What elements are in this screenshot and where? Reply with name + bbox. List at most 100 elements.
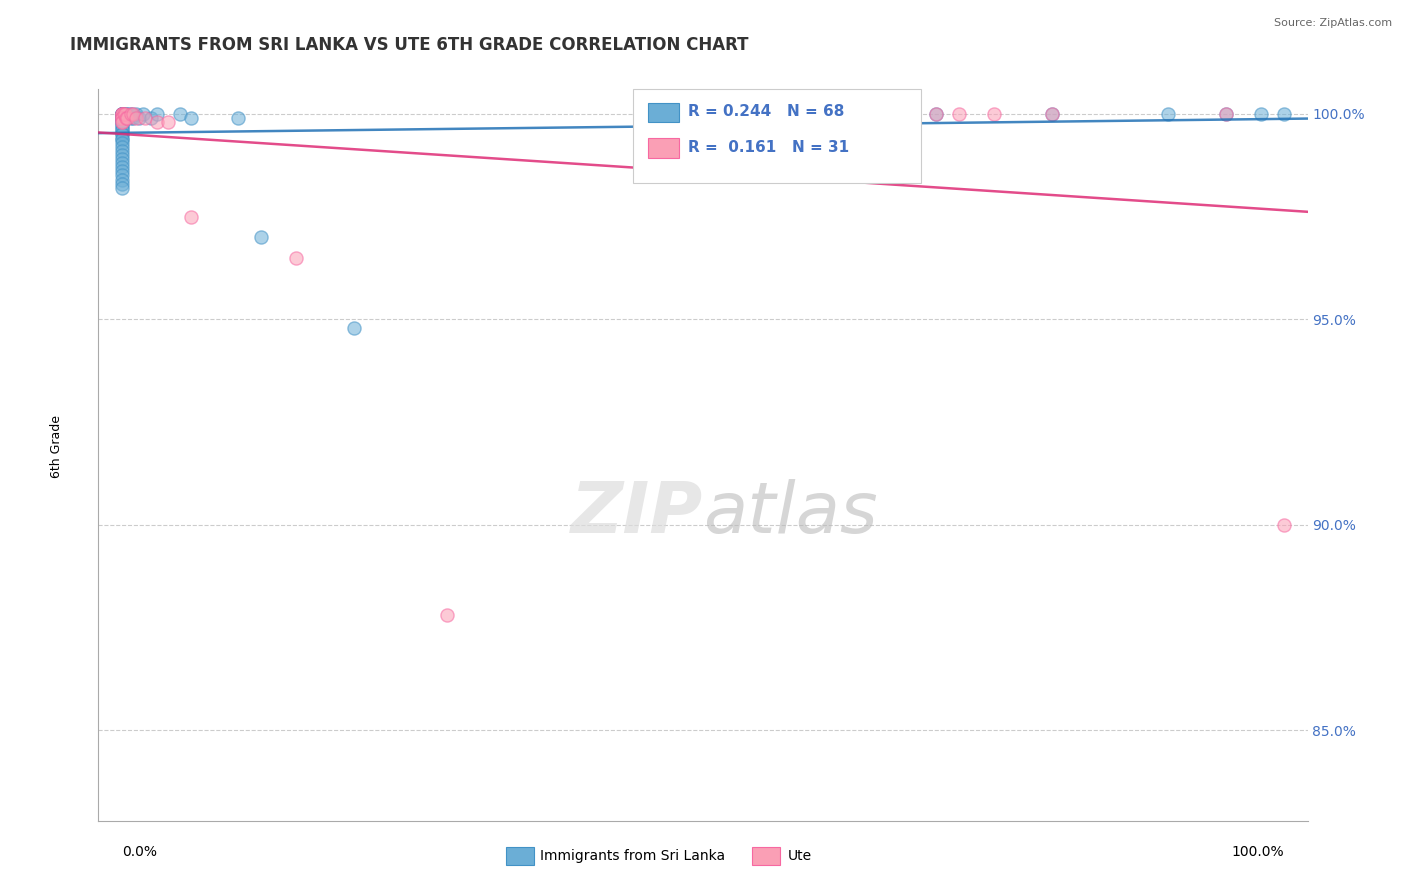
Point	[1215, 107, 1237, 121]
Point	[111, 172, 134, 186]
Point	[111, 119, 134, 133]
Point	[436, 608, 458, 623]
Text: 6th Grade: 6th Grade	[49, 415, 63, 477]
Point	[111, 128, 134, 142]
Point	[111, 111, 134, 125]
Point	[111, 111, 134, 125]
Point	[111, 111, 134, 125]
Point	[111, 107, 134, 121]
Point	[924, 107, 946, 121]
Point	[131, 107, 153, 121]
Point	[343, 320, 366, 334]
Point	[111, 107, 134, 121]
Point	[111, 123, 134, 137]
Point	[111, 107, 134, 121]
Point	[111, 164, 134, 178]
Point	[111, 107, 134, 121]
Point	[1215, 107, 1237, 121]
Point	[115, 111, 138, 125]
Point	[111, 152, 134, 166]
Point	[226, 111, 249, 125]
Point	[118, 107, 141, 121]
Point	[111, 131, 134, 145]
Point	[111, 148, 134, 162]
Text: ZIP: ZIP	[571, 479, 703, 548]
Point	[924, 107, 946, 121]
Point	[111, 111, 134, 125]
Text: Ute: Ute	[787, 849, 811, 863]
Point	[115, 111, 138, 125]
Point	[111, 111, 134, 125]
Point	[111, 107, 134, 121]
Text: Source: ZipAtlas.com: Source: ZipAtlas.com	[1274, 18, 1392, 28]
Point	[111, 107, 134, 121]
Point	[1040, 107, 1063, 121]
Point	[120, 107, 142, 121]
Point	[114, 111, 136, 125]
Point	[115, 107, 138, 121]
Point	[111, 115, 134, 129]
Text: 100.0%: 100.0%	[1232, 846, 1284, 859]
Point	[124, 107, 146, 121]
Point	[114, 107, 136, 121]
Point	[1040, 107, 1063, 121]
Point	[111, 111, 134, 125]
Point	[111, 107, 134, 121]
Point	[180, 210, 202, 224]
Text: IMMIGRANTS FROM SRI LANKA VS UTE 6TH GRADE CORRELATION CHART: IMMIGRANTS FROM SRI LANKA VS UTE 6TH GRA…	[70, 36, 749, 54]
Point	[111, 107, 134, 121]
Point	[1157, 107, 1180, 121]
Point	[111, 107, 134, 121]
Point	[1272, 517, 1295, 532]
Point	[145, 107, 167, 121]
Text: 0.0%: 0.0%	[122, 846, 156, 859]
Point	[128, 111, 150, 125]
Point	[948, 107, 970, 121]
Point	[111, 115, 134, 129]
Text: Immigrants from Sri Lanka: Immigrants from Sri Lanka	[540, 849, 725, 863]
Point	[169, 107, 191, 121]
Point	[111, 111, 134, 125]
Point	[808, 107, 831, 121]
Point	[111, 156, 134, 170]
Point	[157, 115, 180, 129]
Point	[112, 107, 135, 121]
Point	[866, 107, 889, 121]
Point	[111, 181, 134, 195]
Point	[121, 107, 143, 121]
Point	[111, 128, 134, 142]
Point	[692, 107, 714, 121]
Text: R = 0.244   N = 68: R = 0.244 N = 68	[688, 104, 844, 119]
Point	[250, 230, 273, 244]
Point	[180, 111, 202, 125]
Point	[111, 131, 134, 145]
Point	[111, 136, 134, 150]
Point	[749, 107, 772, 121]
Point	[111, 107, 134, 121]
Point	[117, 111, 139, 125]
Point	[111, 107, 134, 121]
Point	[111, 119, 134, 133]
Point	[111, 107, 134, 121]
Point	[1250, 107, 1272, 121]
Point	[117, 107, 139, 121]
Point	[111, 111, 134, 125]
Point	[139, 111, 162, 125]
Point	[111, 115, 134, 129]
Point	[111, 107, 134, 121]
Point	[124, 111, 146, 125]
Point	[866, 107, 889, 121]
Point	[983, 107, 1005, 121]
Point	[285, 251, 308, 265]
Point	[111, 115, 134, 129]
Point	[111, 169, 134, 183]
Point	[111, 123, 134, 137]
Point	[668, 107, 690, 121]
Point	[1272, 107, 1295, 121]
Point	[145, 115, 167, 129]
Point	[111, 144, 134, 158]
Text: atlas: atlas	[703, 479, 877, 548]
Point	[114, 107, 136, 121]
Point	[111, 111, 134, 125]
Point	[111, 111, 134, 125]
